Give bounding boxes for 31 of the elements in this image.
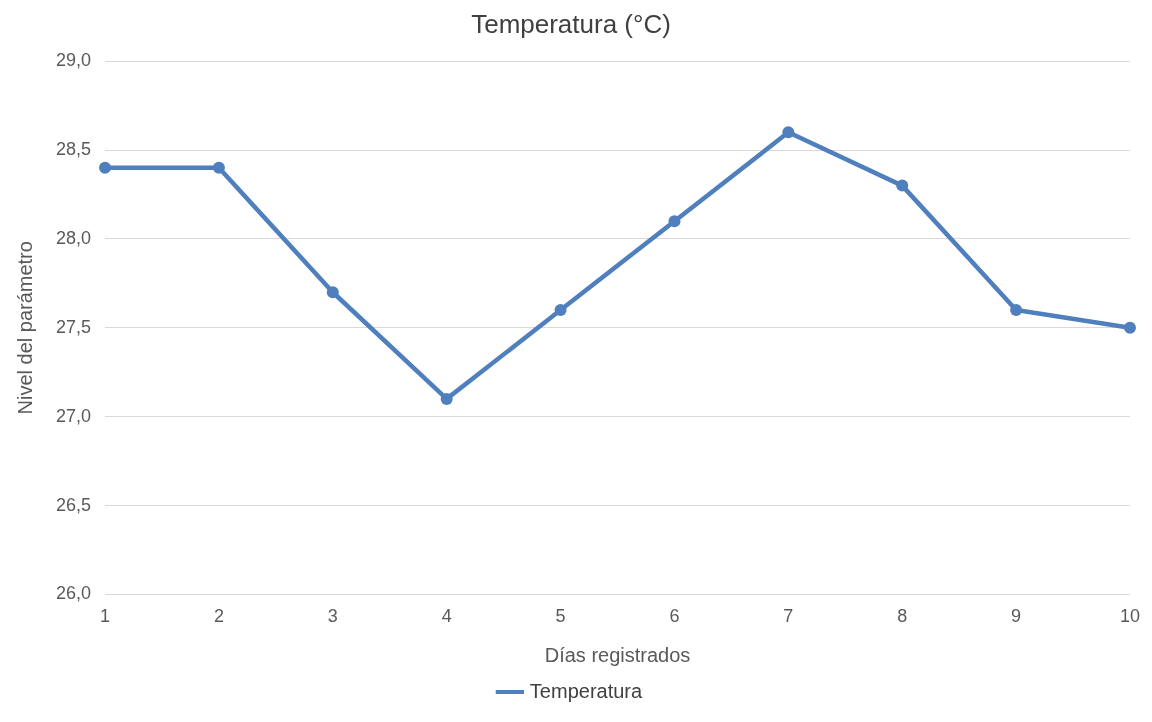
point bbox=[1010, 304, 1023, 317]
point bbox=[99, 161, 112, 174]
x-tick-label: 2 bbox=[213, 606, 224, 627]
x-tick-label: 6 bbox=[669, 606, 680, 627]
y-tick-label: 26,0 bbox=[55, 583, 92, 604]
point bbox=[212, 161, 225, 174]
x-tick-label: 3 bbox=[327, 606, 338, 627]
x-axis-title: Días registrados bbox=[544, 643, 691, 666]
y-tick-label: 29,0 bbox=[55, 50, 92, 71]
point bbox=[554, 304, 567, 317]
x-tick-label: 4 bbox=[441, 606, 452, 627]
x-tick-label: 10 bbox=[1119, 606, 1140, 627]
point bbox=[668, 215, 681, 228]
legend-label: Temperatura bbox=[529, 679, 644, 702]
y-tick-label: 27,5 bbox=[55, 316, 92, 337]
x-tick-label: 8 bbox=[897, 606, 908, 627]
y-tick-label: 28,5 bbox=[55, 139, 92, 160]
y-tick-label: 26,5 bbox=[55, 494, 92, 515]
y-tick-label: 27,0 bbox=[55, 405, 92, 426]
point bbox=[1123, 321, 1136, 334]
point bbox=[896, 179, 909, 192]
x-tick-label: 5 bbox=[555, 606, 566, 627]
x-tick-label: 7 bbox=[783, 606, 794, 627]
x-tick-label: 9 bbox=[1011, 606, 1022, 627]
y-axis-title: Nivel del parámetro bbox=[13, 241, 36, 415]
point bbox=[326, 286, 339, 299]
y-tick-label: 28,0 bbox=[55, 227, 92, 248]
chart-title: Temperatura (°C) bbox=[471, 8, 671, 39]
point bbox=[440, 392, 453, 405]
point bbox=[782, 126, 795, 139]
x-tick-label: 1 bbox=[100, 606, 111, 627]
